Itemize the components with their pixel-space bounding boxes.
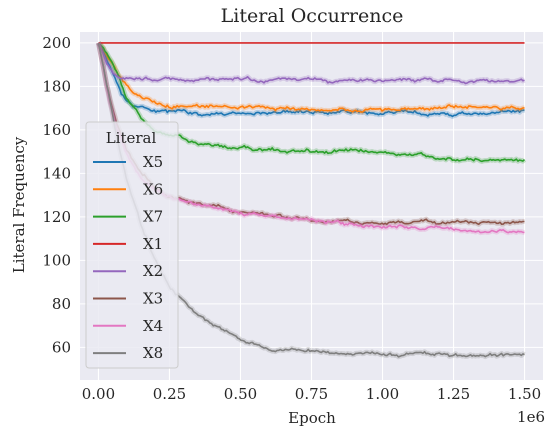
- x-tick-label: 0.75: [295, 385, 328, 403]
- legend-label-x2: X2: [143, 262, 163, 280]
- series-line-x2: [97, 42, 525, 85]
- series-line-x6: [97, 42, 525, 113]
- x-tick-label: 1.00: [366, 385, 399, 403]
- legend-label-x7: X7: [143, 208, 163, 226]
- legend-label-x8: X8: [143, 344, 163, 362]
- series-line-x5: [97, 42, 525, 118]
- legend-label-x6: X6: [143, 180, 163, 198]
- tick-labels: 0.00 0.25 0.50 0.75 1.00 1.25 1.50 60 80 100 120 14…: [42, 34, 541, 403]
- y-tick-label: 120: [42, 208, 71, 226]
- x-tick-label: 1.50: [508, 385, 541, 403]
- y-tick-label: 160: [42, 121, 71, 139]
- legend-label-x4: X4: [143, 317, 163, 335]
- legend-label-x5: X5: [143, 153, 163, 171]
- x-axis-label: Epoch: [288, 409, 336, 427]
- chart-title: Literal Occurrence: [221, 5, 404, 27]
- x-tick-label: 0.00: [82, 385, 115, 403]
- y-tick-label: 80: [52, 295, 71, 313]
- legend-box: [85, 121, 179, 369]
- y-tick-label: 140: [42, 164, 71, 182]
- y-tick-label: 200: [42, 34, 71, 52]
- x-axis-offset-label: 1e6: [517, 408, 545, 426]
- legend-entries: X5 X6 X7 X1 X2 X3 X4 X8: [93, 153, 163, 362]
- legend-label-x3: X3: [143, 290, 163, 308]
- legend-title: Literal: [106, 129, 157, 147]
- x-tick-label: 0.50: [224, 385, 257, 403]
- x-tick-label: 0.25: [153, 385, 186, 403]
- legend-label-x1: X1: [143, 235, 163, 253]
- y-axis-label: Literal Frequency: [10, 136, 28, 273]
- y-tick-label: 100: [42, 251, 71, 269]
- x-tick-label: 1.25: [437, 385, 470, 403]
- y-tick-label: 180: [42, 77, 71, 95]
- y-tick-label: 60: [52, 338, 71, 356]
- legend: Literal X5 X6 X7 X1 X2 X3 X4 X8: [85, 121, 179, 369]
